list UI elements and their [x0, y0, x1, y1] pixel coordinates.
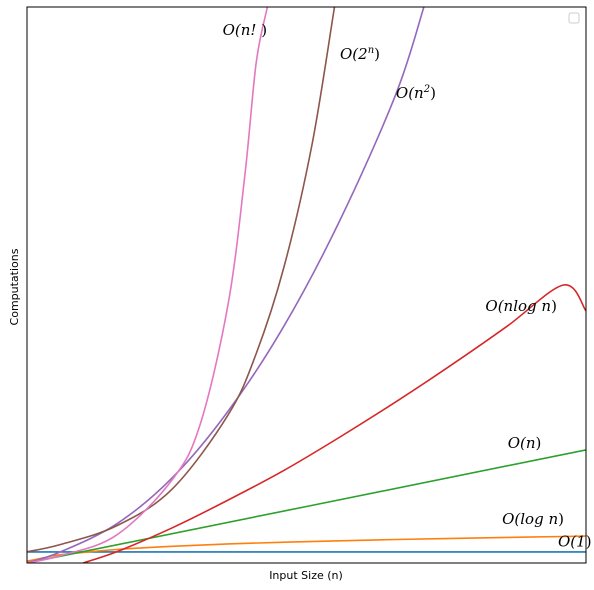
curve-label-tail-6: ) — [586, 532, 592, 550]
series-layer — [27, 7, 586, 563]
curve-label-tail-0: ) — [256, 21, 267, 39]
curve-label-tail-3: ) — [551, 297, 557, 315]
series-line-3 — [82, 284, 586, 563]
curve-label-sup-1: n — [368, 45, 374, 56]
curve-label-1: O(2n) — [340, 45, 380, 63]
curve-label-5: O(log n) — [502, 510, 564, 528]
curve-label-sup-2: 2 — [423, 84, 430, 95]
plot-frame — [26, 6, 587, 564]
curve-label-4: O(n) — [508, 434, 542, 452]
series-line-5 — [27, 7, 336, 553]
curve-label-tail-2: ) — [430, 84, 436, 102]
series-line-2 — [27, 449, 586, 563]
curve-label-3: O(nlog n) — [485, 297, 557, 315]
curve-label-tail-4: ) — [536, 434, 542, 452]
legend-box — [568, 12, 580, 24]
x-axis-label: Input Size (n) — [269, 569, 343, 582]
curve-label-6: O(1) — [558, 532, 592, 550]
series-line-4 — [27, 7, 425, 563]
series-line-6 — [27, 7, 269, 563]
curve-label-0: O(n! ) — [223, 21, 267, 39]
curve-label-tail-1: ) — [374, 45, 380, 63]
y-axis-label: Computations — [8, 248, 21, 325]
curve-label-2: O(n2) — [396, 84, 436, 102]
curve-label-tail-5: ) — [558, 510, 564, 528]
